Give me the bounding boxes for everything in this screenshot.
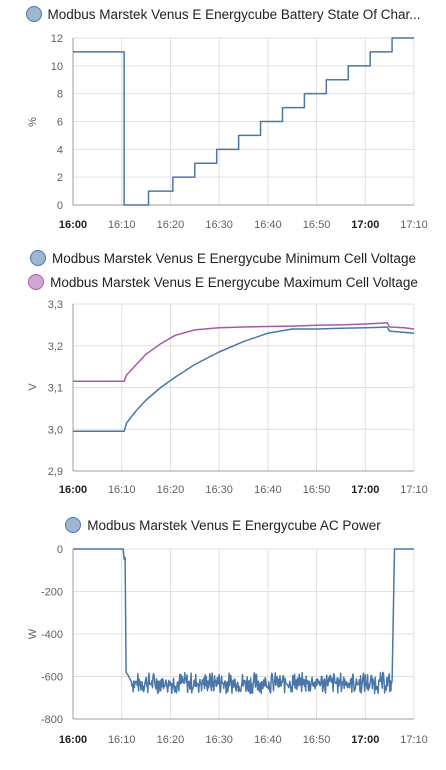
x-tick-label: 16:20	[157, 734, 185, 746]
y-tick-label: 12	[51, 33, 63, 45]
legend-swatch-min-voltage[interactable]	[30, 250, 47, 266]
y-tick-label: 3,1	[48, 383, 63, 395]
x-tick-label: 16:40	[254, 734, 282, 746]
legend-swatch-soc[interactable]	[25, 6, 42, 22]
x-tick-label: 16:00	[59, 484, 87, 496]
x-tick-label: 16:40	[254, 484, 282, 496]
y-tick-label: -400	[41, 629, 63, 641]
y-tick-label: -600	[41, 672, 63, 684]
y-tick-label: 2,9	[48, 466, 63, 478]
x-tick-label: 16:20	[157, 484, 185, 496]
legend-chart-3: Modbus Marstek Venus E Energycube AC Pow…	[0, 517, 446, 533]
series-line-0	[73, 548, 414, 695]
chart-ac-power: -800 -600 -400 -200 0 16:00 16:10 16:20 16:30 16:…	[27, 544, 428, 746]
legend-label-ac-power[interactable]: Modbus Marstek Venus E Energycube AC Pow…	[87, 517, 381, 533]
legend-swatch-ac-power[interactable]	[65, 517, 82, 533]
y-tick-label: 0	[57, 544, 63, 556]
y-axis-label: %	[27, 117, 39, 127]
x-tick-label: 16:50	[303, 484, 331, 496]
x-tick-label: 16:00	[59, 219, 87, 230]
x-tick-label: 16:30	[205, 219, 233, 230]
x-tick-label: 17:10	[400, 734, 428, 746]
series-line-1	[73, 322, 415, 382]
x-tick-label: 16:10	[108, 219, 136, 230]
series-line-0	[73, 326, 415, 433]
x-tick-label: 17:10	[400, 219, 428, 230]
x-tick-label: 16:50	[303, 734, 331, 746]
chart-cell-voltage: 2,9 3,0 3,1 3,2 3,3 16:00 16:10 16:20 16:30 16:40…	[27, 299, 428, 496]
x-tick-label: 16:40	[254, 219, 282, 230]
legend-chart-2b: Modbus Marstek Venus E Energycube Maximu…	[0, 274, 446, 290]
x-tick-label: 16:30	[205, 734, 233, 746]
y-tick-label: 3,2	[48, 341, 63, 353]
legend-chart-2a: Modbus Marstek Venus E Energycube Minimu…	[0, 250, 446, 266]
y-tick-label: 2	[57, 172, 63, 184]
y-tick-label: -800	[41, 714, 63, 726]
x-tick-label: 17:00	[351, 219, 379, 230]
y-tick-label: -200	[41, 587, 63, 599]
y-tick-label: 10	[51, 61, 63, 73]
x-tick-label: 16:10	[108, 734, 136, 746]
y-tick-label: 3,3	[48, 299, 63, 311]
y-tick-label: 0	[57, 200, 63, 212]
x-tick-label: 17:00	[351, 484, 379, 496]
y-axis-label: W	[27, 628, 39, 639]
y-tick-label: 4	[57, 144, 63, 156]
x-tick-label: 16:30	[205, 484, 233, 496]
series-line-0	[73, 37, 414, 206]
x-tick-label: 17:00	[351, 734, 379, 746]
x-tick-label: 16:10	[108, 484, 136, 496]
chart-battery-soc: 0 2 4 6 8 10 12 16:00 16:10 16:20 16:30 16:40 16:50 1…	[27, 33, 428, 230]
legend-chart-1: Modbus Marstek Venus E Energycube Batter…	[0, 6, 446, 22]
x-tick-label: 17:10	[400, 484, 428, 496]
y-axis-label: V	[27, 383, 39, 391]
legend-swatch-max-voltage[interactable]	[28, 274, 45, 290]
y-tick-label: 6	[57, 117, 63, 129]
y-tick-label: 8	[57, 89, 63, 101]
legend-label-max-voltage[interactable]: Modbus Marstek Venus E Energycube Maximu…	[50, 274, 418, 290]
legend-label-min-voltage[interactable]: Modbus Marstek Venus E Energycube Minimu…	[52, 250, 416, 266]
y-tick-label: 3,0	[48, 424, 63, 436]
x-tick-label: 16:20	[157, 219, 185, 230]
x-tick-label: 16:00	[59, 734, 87, 746]
x-tick-label: 16:50	[303, 219, 331, 230]
